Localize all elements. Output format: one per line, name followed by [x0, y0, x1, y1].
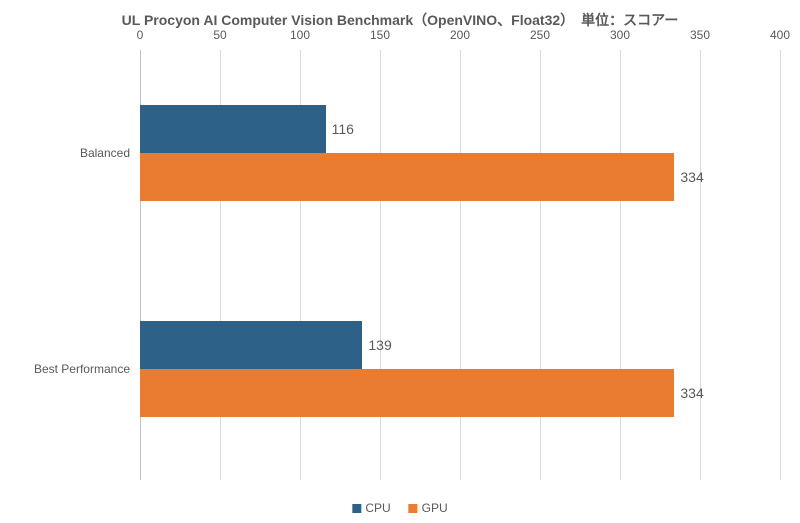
x-tick-300: 300 — [610, 28, 630, 42]
bar-label-balanced-gpu: 334 — [680, 169, 703, 185]
legend-swatch-gpu — [409, 504, 418, 513]
category-label-best-performance: Best Performance — [0, 362, 130, 376]
bar-balanced-gpu: 334 — [140, 153, 674, 201]
category-label-balanced: Balanced — [0, 146, 130, 160]
bar-label-best-gpu: 334 — [680, 385, 703, 401]
legend-label-cpu: CPU — [365, 501, 390, 515]
grid-line-350: 350 — [700, 50, 701, 480]
bar-best-gpu: 334 — [140, 369, 674, 417]
x-tick-400: 400 — [770, 28, 790, 42]
x-tick-250: 250 — [530, 28, 550, 42]
x-tick-0: 0 — [137, 28, 144, 42]
plot-area: 0 50 100 150 200 250 300 350 — [140, 50, 780, 480]
legend-item-cpu: CPU — [352, 501, 390, 515]
legend-label-gpu: GPU — [422, 501, 448, 515]
legend: CPU GPU — [352, 501, 447, 515]
bar-label-best-cpu: 139 — [368, 337, 391, 353]
x-tick-350: 350 — [690, 28, 710, 42]
chart-title: UL Procyon AI Computer Vision Benchmark（… — [10, 10, 790, 30]
x-tick-200: 200 — [450, 28, 470, 42]
x-tick-150: 150 — [370, 28, 390, 42]
x-tick-50: 50 — [213, 28, 226, 42]
bar-label-balanced-cpu: 116 — [332, 121, 354, 137]
legend-swatch-cpu — [352, 504, 361, 513]
legend-item-gpu: GPU — [409, 501, 448, 515]
bar-best-cpu: 139 — [140, 321, 362, 369]
x-tick-100: 100 — [290, 28, 310, 42]
chart-container: UL Procyon AI Computer Vision Benchmark（… — [0, 0, 800, 523]
grid-line-400: 400 — [780, 50, 781, 480]
bar-balanced-cpu: 116 — [140, 105, 326, 153]
